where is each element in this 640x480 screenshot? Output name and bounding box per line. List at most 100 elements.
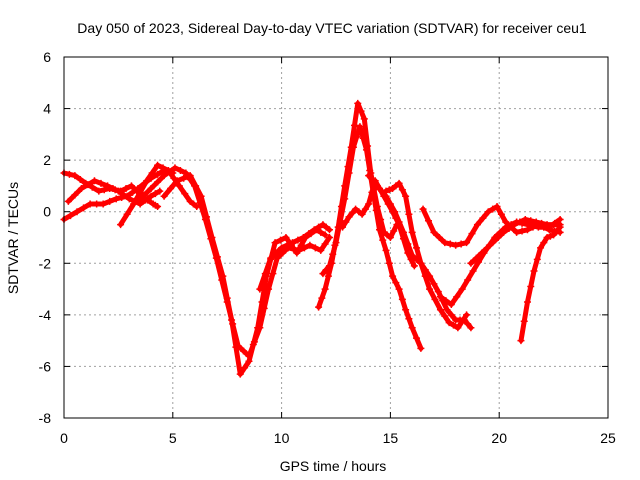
data-point: [197, 192, 205, 200]
data-point: [278, 244, 286, 252]
data-point: [463, 239, 471, 247]
series-sat-track-7: [256, 221, 333, 293]
data-point: [219, 272, 227, 280]
data-point: [376, 226, 384, 234]
data-point: [405, 315, 413, 323]
data-point: [166, 168, 174, 176]
data-point: [173, 177, 181, 185]
data-point: [453, 293, 461, 301]
data-point: [405, 210, 413, 218]
data-point: [315, 223, 323, 231]
data-point: [272, 249, 280, 257]
x-tick-label: 20: [491, 430, 507, 446]
data-point: [365, 200, 373, 208]
data-point: [398, 295, 406, 303]
data-point: [192, 182, 200, 190]
data-point: [341, 195, 349, 203]
data-point: [417, 259, 425, 267]
data-point: [457, 240, 465, 248]
data-point: [413, 334, 421, 342]
data-point: [258, 298, 266, 306]
data-point: [494, 234, 502, 241]
data-point: [469, 267, 477, 275]
data-point: [180, 174, 188, 182]
data-point: [382, 246, 390, 254]
series-sat-track-12: [382, 179, 471, 332]
data-point: [445, 319, 453, 327]
data-point: [93, 200, 101, 208]
data-point: [345, 213, 353, 221]
data-point: [385, 186, 393, 194]
data-point: [356, 123, 364, 131]
data-point: [436, 306, 444, 314]
data-point: [521, 215, 529, 223]
data-point: [267, 254, 275, 262]
data-point: [538, 219, 546, 227]
data-point: [186, 172, 194, 180]
y-tick-label: -2: [39, 255, 52, 271]
data-point: [467, 324, 475, 332]
data-point: [395, 285, 403, 293]
data-point: [360, 115, 368, 123]
data-point: [171, 164, 179, 172]
data-point: [77, 185, 85, 193]
data-point: [399, 228, 407, 236]
data-point: [159, 164, 167, 172]
x-tick-label: 10: [274, 430, 290, 446]
data-point: [527, 282, 535, 290]
data-point: [436, 293, 444, 301]
data-point: [475, 258, 483, 266]
data-point: [310, 226, 318, 234]
data-point: [317, 228, 325, 236]
data-point: [120, 191, 128, 199]
data-point: [361, 205, 369, 213]
data-point: [424, 217, 432, 225]
data-point: [464, 320, 472, 328]
data-point: [319, 270, 327, 278]
data-point: [358, 210, 366, 218]
data-point: [100, 186, 108, 194]
data-point: [282, 234, 290, 241]
data-point: [175, 182, 183, 190]
data-point: [382, 187, 390, 195]
data-point: [395, 218, 403, 226]
data-point: [342, 218, 350, 226]
data-point: [142, 196, 150, 204]
data-point: [71, 172, 79, 180]
data-point: [241, 364, 249, 372]
data-point: [293, 249, 301, 257]
data-point: [154, 203, 162, 211]
data-point: [389, 272, 397, 280]
data-point: [447, 301, 455, 309]
data-point: [299, 234, 307, 241]
data-point: [160, 192, 168, 200]
series-sat-track-4: [117, 161, 201, 229]
y-tick-label: 4: [43, 101, 51, 117]
chart-title: Day 050 of 2023, Sidereal Day-to-day VTE…: [77, 20, 587, 36]
data-point: [106, 197, 114, 205]
data-point: [350, 121, 358, 129]
data-point: [366, 166, 374, 174]
data-point: [332, 239, 340, 247]
data-point: [125, 195, 133, 203]
data-point: [391, 208, 399, 216]
data-point: [269, 270, 277, 278]
data-point: [99, 200, 107, 208]
data-point: [104, 182, 112, 190]
data-point: [447, 311, 455, 319]
data-point: [208, 234, 216, 241]
x-tick-label: 25: [600, 430, 616, 446]
data-point: [497, 210, 505, 218]
data-point: [431, 295, 439, 303]
data-point: [203, 213, 211, 221]
data-point: [322, 266, 330, 274]
data-point: [402, 192, 410, 200]
data-point: [550, 231, 558, 239]
data-point: [513, 228, 521, 236]
data-point: [489, 239, 497, 247]
data-point: [160, 172, 168, 180]
data-point: [261, 270, 269, 278]
data-point: [236, 370, 244, 378]
data-point: [130, 200, 138, 208]
